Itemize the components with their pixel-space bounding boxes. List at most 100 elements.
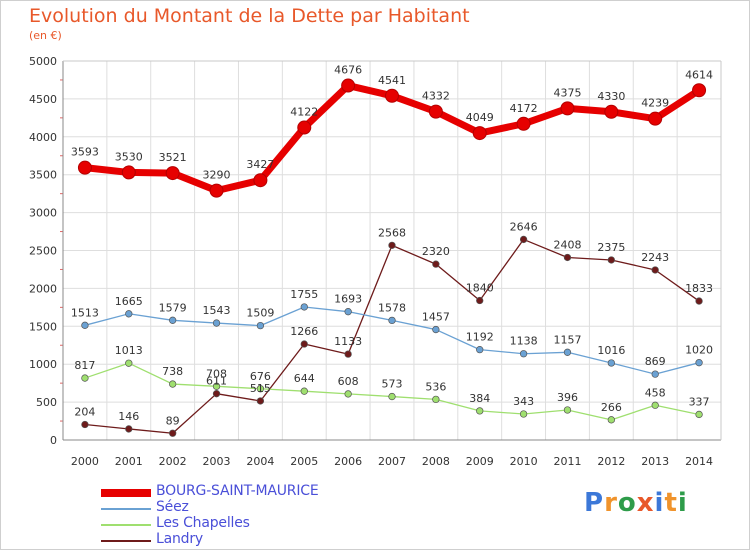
data-label: 337	[689, 395, 710, 408]
data-label: 3593	[71, 146, 99, 159]
data-label: 1543	[203, 304, 231, 317]
data-point	[212, 390, 221, 398]
y-tick-label: 1000	[29, 358, 57, 371]
data-point	[256, 385, 265, 393]
data-point	[121, 165, 136, 180]
data-label: 384	[469, 392, 490, 405]
data-point	[563, 406, 572, 414]
legend-swatch	[101, 524, 151, 526]
data-label: 1020	[685, 344, 713, 357]
x-tick-label: 2002	[159, 455, 187, 468]
data-label: 1016	[597, 344, 625, 357]
data-point	[300, 303, 308, 311]
logo-letter: x	[636, 488, 655, 518]
data-label: 2646	[510, 220, 538, 233]
y-tick-label: 1500	[29, 320, 57, 333]
data-label: 1157	[553, 333, 581, 346]
data-label: 4614	[685, 68, 713, 81]
data-label: 4049	[466, 111, 494, 124]
data-point	[519, 235, 528, 244]
data-label: 2243	[641, 251, 669, 264]
y-tick-label: 4000	[29, 131, 57, 144]
logo-letter: i	[654, 488, 665, 518]
data-point	[428, 104, 443, 119]
data-label: 738	[162, 365, 183, 378]
data-point	[344, 390, 352, 398]
data-label: 676	[250, 370, 271, 383]
data-point	[476, 345, 484, 354]
data-label: 1266	[290, 325, 318, 338]
legend-label: Les Chapelles	[156, 515, 250, 531]
legend-swatch	[101, 508, 151, 510]
data-point	[169, 429, 177, 437]
data-label: 608	[338, 375, 359, 388]
data-point	[607, 256, 615, 264]
data-point	[212, 382, 221, 390]
data-label: 2320	[422, 245, 450, 258]
data-label: 1840	[466, 282, 494, 295]
y-tick-label: 2500	[29, 245, 57, 258]
data-label: 515	[250, 382, 271, 395]
data-point	[695, 297, 703, 305]
x-tick-label: 2005	[290, 455, 318, 468]
data-label: 3521	[159, 151, 187, 164]
data-label: 4676	[334, 64, 362, 77]
data-point	[344, 350, 352, 358]
data-point	[519, 410, 528, 418]
y-tick-label: 500	[36, 396, 57, 409]
data-point	[81, 374, 89, 382]
x-tick-label: 2011	[553, 455, 581, 468]
x-tick-label: 2004	[246, 455, 274, 468]
data-label: 89	[166, 414, 180, 427]
logo-letter: r	[604, 488, 618, 518]
data-label: 4332	[422, 90, 450, 103]
data-label: 4541	[378, 74, 406, 87]
data-point	[77, 160, 92, 175]
data-label: 1578	[378, 301, 406, 314]
data-point	[385, 88, 399, 103]
data-label: 3290	[203, 169, 231, 182]
data-label: 4172	[510, 102, 538, 115]
data-point	[604, 104, 619, 119]
data-point	[256, 397, 265, 405]
data-label: 1833	[685, 282, 713, 295]
data-point	[125, 310, 133, 318]
data-label: 644	[294, 372, 315, 385]
data-point	[607, 416, 615, 424]
data-point	[253, 173, 268, 188]
data-point	[651, 266, 659, 274]
data-label: 4122	[290, 106, 318, 119]
data-point	[692, 83, 707, 98]
data-label: 1133	[334, 335, 362, 348]
data-point	[563, 253, 572, 262]
y-tick-label: 3500	[29, 169, 57, 182]
x-tick-label: 2009	[466, 455, 494, 468]
data-point	[476, 296, 484, 305]
data-label: 1755	[290, 288, 318, 301]
data-point	[81, 420, 89, 429]
x-tick-label: 2006	[334, 455, 362, 468]
data-point	[651, 401, 659, 409]
data-label: 1457	[422, 311, 450, 324]
data-label: 869	[645, 355, 666, 368]
data-label: 204	[74, 406, 95, 419]
data-point	[344, 308, 352, 316]
chart-title: Evolution du Montant de la Dette par Hab…	[29, 5, 470, 27]
x-tick-label: 2000	[71, 455, 99, 468]
data-point	[212, 319, 221, 327]
data-label: 266	[601, 401, 622, 414]
proxiti-logo: Proxiti	[584, 488, 688, 518]
data-point	[648, 111, 663, 126]
data-point	[169, 316, 177, 324]
data-label: 1693	[334, 293, 362, 306]
x-tick-label: 2008	[422, 455, 450, 468]
data-label: 2408	[553, 238, 581, 251]
y-tick-label: 0	[50, 434, 57, 447]
data-point	[432, 395, 440, 404]
data-point	[209, 183, 224, 198]
legend-label: Séez	[156, 499, 189, 515]
data-label: 458	[645, 386, 666, 399]
y-tick-label: 3000	[29, 207, 57, 220]
data-label: 611	[206, 375, 227, 388]
data-label: 817	[74, 359, 95, 372]
